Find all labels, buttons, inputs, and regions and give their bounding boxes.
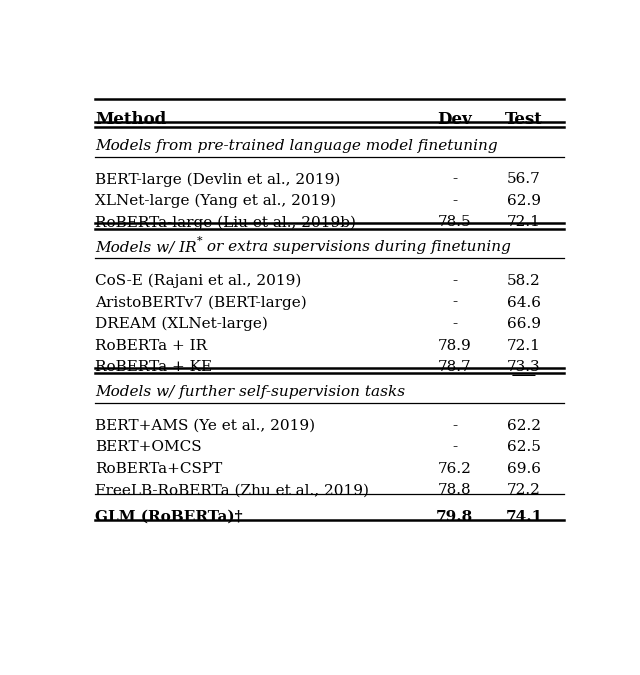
Text: 73.3: 73.3: [507, 360, 541, 374]
Text: RoBERTa-large (Liu et al., 2019b): RoBERTa-large (Liu et al., 2019b): [95, 215, 356, 230]
Text: GLM (RoBERTa)†: GLM (RoBERTa)†: [95, 510, 243, 524]
Text: 78.9: 78.9: [438, 339, 471, 352]
Text: -: -: [452, 317, 457, 331]
Text: Models from pre-trained language model finetuning: Models from pre-trained language model f…: [95, 139, 497, 153]
Text: *: *: [196, 236, 202, 246]
Text: 74.1: 74.1: [506, 510, 543, 524]
Text: XLNet-large (Yang et al., 2019): XLNet-large (Yang et al., 2019): [95, 194, 336, 208]
Text: 79.8: 79.8: [436, 510, 473, 524]
Text: 66.9: 66.9: [507, 317, 541, 331]
Text: 78.5: 78.5: [438, 215, 471, 230]
Text: -: -: [452, 194, 457, 208]
Text: 78.8: 78.8: [438, 483, 471, 497]
Text: 62.5: 62.5: [507, 440, 541, 454]
Text: 76.2: 76.2: [438, 462, 472, 476]
Text: RoBERTa+CSPT: RoBERTa+CSPT: [95, 462, 222, 476]
Text: Test: Test: [505, 111, 543, 128]
Text: CoS-E (Rajani et al., 2019): CoS-E (Rajani et al., 2019): [95, 274, 301, 288]
Text: RoBERTa + KE: RoBERTa + KE: [95, 360, 212, 374]
Text: Models w/ further self-supervision tasks: Models w/ further self-supervision tasks: [95, 385, 405, 399]
Text: 62.2: 62.2: [507, 418, 541, 433]
Text: DREAM (XLNet-large): DREAM (XLNet-large): [95, 317, 268, 331]
Text: 58.2: 58.2: [507, 274, 541, 288]
Text: BERT-large (Devlin et al., 2019): BERT-large (Devlin et al., 2019): [95, 172, 340, 186]
Text: 72.1: 72.1: [507, 215, 541, 230]
Text: -: -: [452, 172, 457, 186]
Text: -: -: [452, 418, 457, 433]
Text: 64.6: 64.6: [507, 296, 541, 310]
Text: AristoBERTv7 (BERT-large): AristoBERTv7 (BERT-large): [95, 296, 307, 310]
Text: Models w/ IR: Models w/ IR: [95, 240, 196, 254]
Text: 62.9: 62.9: [507, 194, 541, 208]
Text: RoBERTa + IR: RoBERTa + IR: [95, 339, 207, 352]
Text: 56.7: 56.7: [507, 172, 541, 186]
Text: FreeLB-RoBERTa (Zhu et al., 2019): FreeLB-RoBERTa (Zhu et al., 2019): [95, 483, 369, 497]
Text: Dev: Dev: [437, 111, 472, 128]
Text: BERT+AMS (Ye et al., 2019): BERT+AMS (Ye et al., 2019): [95, 418, 315, 433]
Text: -: -: [452, 274, 457, 288]
Text: or extra supervisions during finetuning: or extra supervisions during finetuning: [202, 240, 511, 254]
Text: 78.7: 78.7: [438, 360, 471, 374]
Text: Method: Method: [95, 111, 166, 128]
Text: BERT+OMCS: BERT+OMCS: [95, 440, 202, 454]
Text: -: -: [452, 440, 457, 454]
Text: 72.2: 72.2: [507, 483, 541, 497]
Text: 72.1: 72.1: [507, 339, 541, 352]
Text: -: -: [452, 296, 457, 310]
Text: 69.6: 69.6: [507, 462, 541, 476]
